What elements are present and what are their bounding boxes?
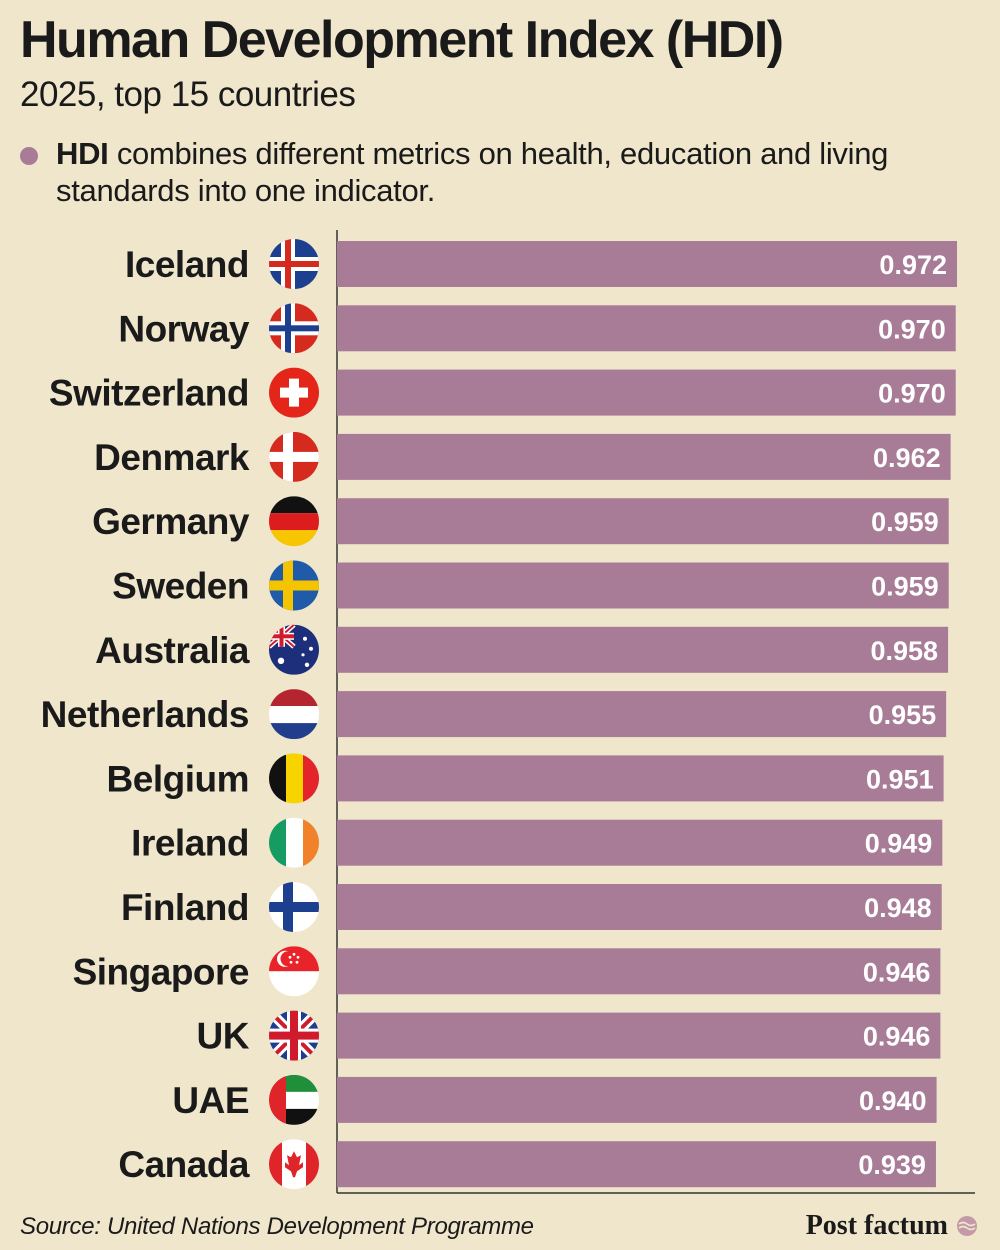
source-note: Source: United Nations Development Progr… bbox=[20, 1213, 534, 1240]
legend-text: HDI combines different metrics on health… bbox=[56, 135, 900, 209]
sweden-flag-icon bbox=[269, 560, 319, 611]
bar-canada bbox=[337, 1141, 936, 1188]
bar-sweden bbox=[337, 562, 949, 609]
value-label-canada: 0.939 bbox=[858, 1150, 926, 1180]
bar-finland bbox=[337, 884, 942, 930]
category-label-germany: Germany bbox=[92, 501, 250, 542]
brand-logo-text: Post factum bbox=[805, 1210, 948, 1241]
bar-australia bbox=[337, 626, 949, 673]
category-label-australia: Australia bbox=[95, 630, 250, 671]
value-label-norway: 0.970 bbox=[878, 314, 946, 344]
legend: HDI combines different metrics on health… bbox=[20, 135, 900, 209]
bar-iceland bbox=[337, 241, 957, 287]
canada-flag-icon bbox=[269, 1139, 319, 1190]
norway-flag-icon bbox=[269, 303, 319, 354]
bar-uk bbox=[337, 1012, 941, 1059]
bar-germany bbox=[337, 498, 949, 545]
value-label-uae: 0.940 bbox=[859, 1086, 927, 1116]
category-label-norway: Norway bbox=[118, 308, 250, 349]
category-label-uk: UK bbox=[197, 1016, 250, 1057]
value-label-denmark: 0.962 bbox=[873, 443, 941, 473]
value-label-ireland: 0.949 bbox=[865, 829, 933, 859]
denmark-flag-icon bbox=[269, 431, 319, 482]
switzerland-flag-icon bbox=[269, 367, 319, 418]
bar-singapore bbox=[337, 948, 941, 995]
iceland-flag-icon bbox=[269, 239, 319, 289]
value-label-netherlands: 0.955 bbox=[869, 700, 937, 730]
category-label-canada: Canada bbox=[118, 1144, 250, 1185]
category-label-denmark: Denmark bbox=[94, 437, 250, 478]
value-label-iceland: 0.972 bbox=[879, 250, 947, 280]
value-label-belgium: 0.951 bbox=[866, 764, 934, 794]
bar-uae bbox=[337, 1076, 937, 1123]
category-label-singapore: Singapore bbox=[73, 951, 249, 992]
germany-flag-icon bbox=[269, 496, 319, 547]
uae-flag-icon bbox=[269, 1074, 319, 1125]
singapore-flag-icon bbox=[269, 946, 319, 997]
value-label-uk: 0.946 bbox=[863, 1022, 931, 1052]
category-label-ireland: Ireland bbox=[131, 823, 249, 864]
uk-flag-icon bbox=[269, 1010, 319, 1061]
bar-switzerland bbox=[337, 369, 956, 416]
bar-belgium bbox=[337, 755, 944, 802]
category-label-finland: Finland bbox=[121, 887, 249, 928]
finland-flag-icon bbox=[269, 882, 319, 932]
bar-denmark bbox=[337, 433, 951, 480]
value-label-sweden: 0.959 bbox=[871, 572, 939, 602]
category-label-uae: UAE bbox=[172, 1080, 249, 1121]
ireland-flag-icon bbox=[269, 817, 319, 868]
category-label-iceland: Iceland bbox=[125, 244, 249, 285]
value-label-germany: 0.959 bbox=[871, 507, 939, 537]
category-label-switzerland: Switzerland bbox=[49, 373, 249, 414]
value-label-singapore: 0.946 bbox=[863, 957, 931, 987]
value-label-finland: 0.948 bbox=[864, 893, 932, 923]
value-label-switzerland: 0.970 bbox=[878, 379, 946, 409]
category-label-sweden: Sweden bbox=[112, 566, 249, 607]
bar-ireland bbox=[337, 819, 943, 866]
category-label-netherlands: Netherlands bbox=[41, 694, 249, 735]
category-label-belgium: Belgium bbox=[107, 758, 249, 799]
australia-flag-icon bbox=[269, 624, 319, 675]
bar-netherlands bbox=[337, 691, 947, 738]
legend-key: HDI bbox=[56, 136, 109, 171]
bar-norway bbox=[337, 305, 956, 352]
netherlands-flag-icon bbox=[269, 689, 319, 740]
value-label-australia: 0.958 bbox=[870, 636, 938, 666]
chart-subtitle: 2025, top 15 countries bbox=[20, 75, 356, 114]
legend-dot-icon bbox=[20, 147, 38, 165]
chart-title: Human Development Index (HDI) bbox=[20, 11, 784, 69]
belgium-flag-icon bbox=[269, 753, 319, 804]
legend-description: combines different metrics on health, ed… bbox=[56, 136, 889, 208]
brand-wave-icon bbox=[957, 1216, 977, 1236]
